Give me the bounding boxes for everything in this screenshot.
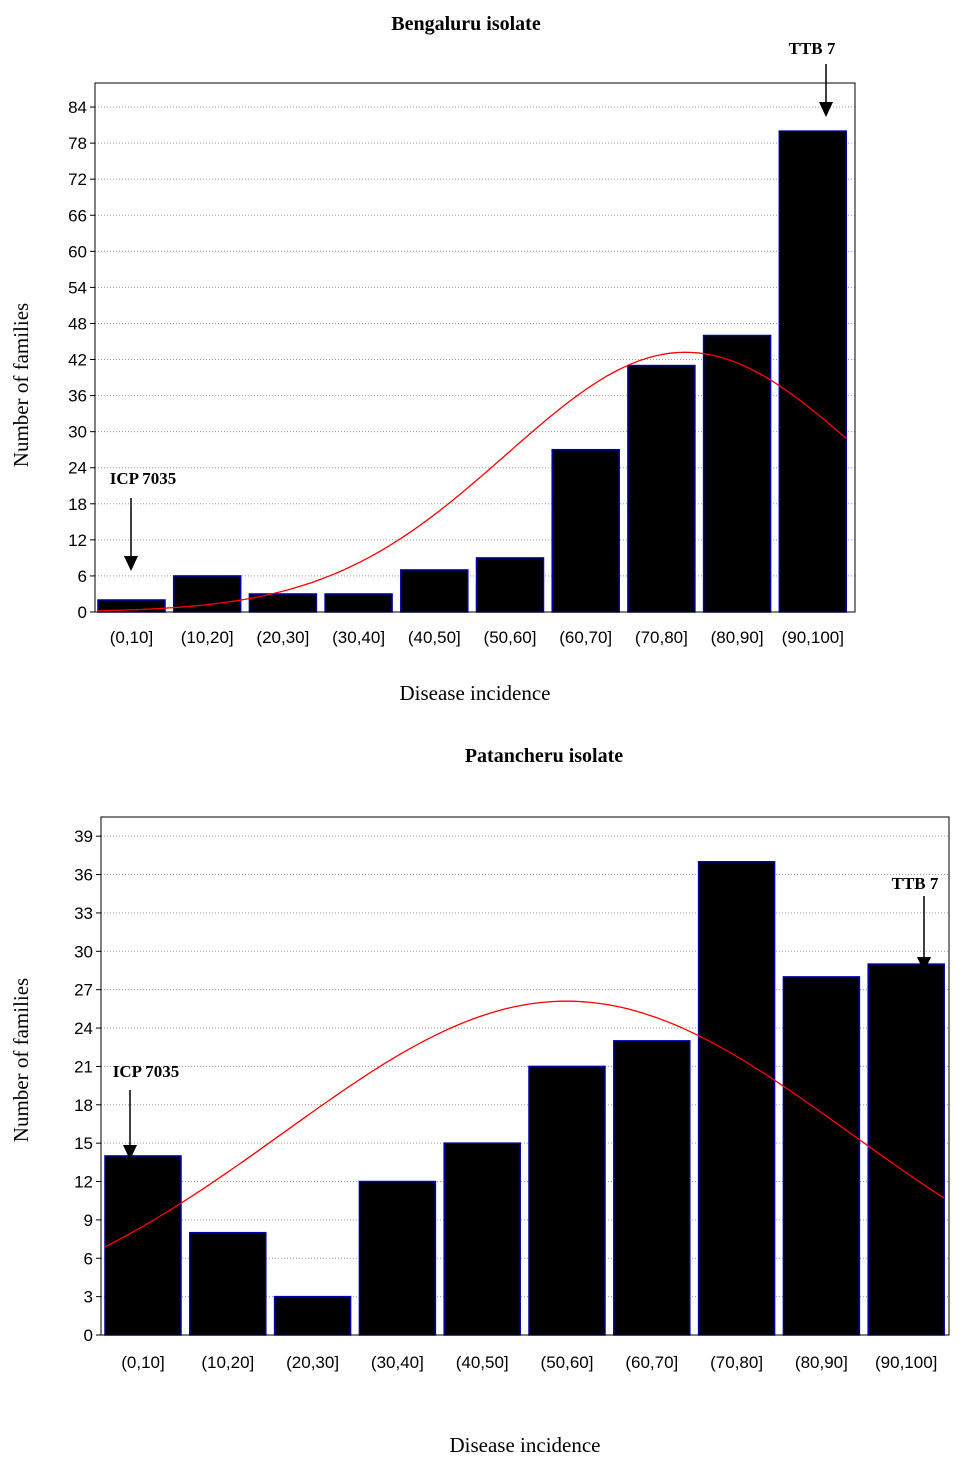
plot-frame [100, 816, 950, 1336]
fit-curve [97, 351, 847, 612]
y-tick-label: 60 [68, 242, 87, 261]
bar [551, 448, 620, 613]
y-tick-label: 36 [68, 387, 87, 406]
x-tick-label: (70,80] [710, 1353, 763, 1372]
chart-title: Bengaluru isolate [391, 13, 541, 35]
x-axis-label: Disease incidence [399, 681, 550, 705]
plot-frame [94, 82, 856, 613]
y-tick-label: 48 [68, 314, 87, 333]
x-tick-label: (90,100] [875, 1353, 937, 1372]
bar [782, 976, 861, 1336]
x-tick-label: (70,80] [635, 628, 688, 647]
x-tick-label: (10,20] [181, 628, 234, 647]
bar [324, 593, 393, 613]
y-axis-label: Number of families [9, 303, 33, 467]
y-tick-label: 78 [68, 134, 87, 153]
bar [358, 1180, 437, 1336]
x-tick-label: (90,100] [782, 628, 844, 647]
y-tick-label: 66 [68, 206, 87, 225]
y-tick-label: 12 [74, 1173, 93, 1192]
y-tick-label: 42 [68, 351, 87, 370]
x-tick-label: (80,90] [711, 628, 764, 647]
fit-curve [104, 1000, 945, 1248]
x-tick-label: (50,60] [484, 628, 537, 647]
y-tick-label: 21 [74, 1057, 93, 1076]
bar [400, 569, 469, 613]
bar [172, 575, 242, 613]
annotation-arrow-head [819, 102, 833, 117]
y-axis-label: Number of families [9, 978, 33, 1142]
y-tick-label: 6 [84, 1249, 93, 1268]
bar [104, 1155, 182, 1336]
annotation-label: ICP 7035 [110, 469, 177, 488]
x-tick-label: (50,60] [541, 1353, 594, 1372]
bar [778, 130, 848, 613]
y-tick-label: 72 [68, 170, 87, 189]
y-tick-label: 24 [74, 1019, 93, 1038]
bar [189, 1231, 267, 1336]
x-tick-label: (60,70] [625, 1353, 678, 1372]
x-tick-label: (20,30] [286, 1353, 339, 1372]
x-tick-label: (60,70] [559, 628, 612, 647]
y-tick-label: 3 [84, 1288, 93, 1307]
bar [273, 1295, 352, 1336]
x-tick-label: (80,90] [795, 1353, 848, 1372]
y-tick-label: 6 [78, 567, 87, 586]
y-tick-label: 39 [74, 827, 93, 846]
chart-title: Patancheru isolate [465, 745, 623, 767]
y-tick-label: 0 [84, 1326, 93, 1345]
y-tick-label: 36 [74, 866, 93, 885]
y-tick-label: 0 [78, 603, 87, 622]
bar [528, 1065, 606, 1336]
x-tick-label: (0,10] [110, 628, 153, 647]
bar [627, 364, 696, 613]
annotation-label: TTB 7 [789, 39, 836, 58]
y-tick-label: 24 [68, 459, 87, 478]
annotation-arrow-head [123, 1145, 137, 1160]
x-tick-label: (40,50] [408, 628, 461, 647]
bar [475, 557, 545, 613]
annotation-label: TTB 7 [892, 874, 939, 893]
y-tick-label: 9 [84, 1211, 93, 1230]
chart-0: Bengaluru isolate 0 6 12 18 24 30 36 42 48 54 60 66 7… [9, 13, 856, 705]
annotation-arrow-head [124, 556, 138, 571]
x-tick-label: (0,10] [121, 1353, 164, 1372]
y-tick-label: 27 [74, 981, 93, 1000]
y-tick-label: 30 [68, 423, 87, 442]
x-tick-label: (40,50] [456, 1353, 509, 1372]
x-tick-label: (10,20] [201, 1353, 254, 1372]
x-tick-label: (30,40] [332, 628, 385, 647]
bar [443, 1142, 521, 1336]
y-tick-label: 18 [68, 495, 87, 514]
bar [867, 963, 945, 1336]
annotation-label: ICP 7035 [113, 1062, 180, 1081]
x-axis-label: Disease incidence [449, 1433, 600, 1457]
y-tick-label: 30 [74, 942, 93, 961]
x-tick-label: (30,40] [371, 1353, 424, 1372]
chart-1: Patancheru isolate0369121518212427303336… [9, 745, 950, 1457]
y-tick-label: 18 [74, 1096, 93, 1115]
y-tick-label: 84 [68, 98, 87, 117]
y-tick-label: 15 [74, 1134, 93, 1153]
x-tick-label: (20,30] [256, 628, 309, 647]
annotation-arrow-head [917, 957, 931, 972]
y-tick-label: 54 [68, 278, 87, 297]
y-tick-label: 12 [68, 531, 87, 550]
bar [613, 1040, 691, 1336]
y-tick-label: 33 [74, 904, 93, 923]
bar [702, 334, 772, 613]
bar [697, 861, 776, 1336]
